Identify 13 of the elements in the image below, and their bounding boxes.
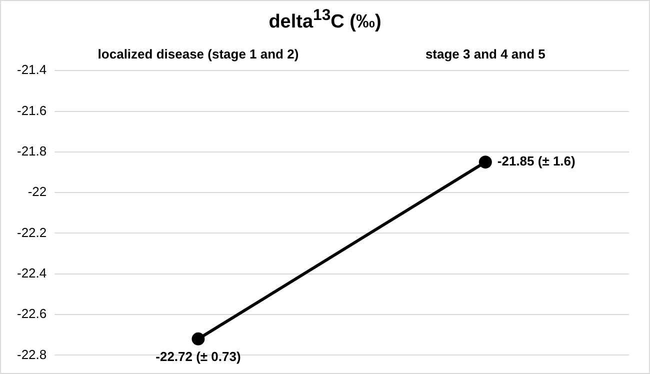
y-tick-label: -22.6 [16,306,47,322]
x-tick-label: localized disease (stage 1 and 2) [98,46,299,62]
y-tick-label: -22.2 [16,224,47,240]
y-tick-label: -22.8 [16,346,47,362]
y-tick-label: -22 [28,184,47,200]
data-label: -22.72 (± 0.73) [156,349,241,364]
data-label: -21.85 (± 1.6) [497,154,576,169]
y-tick-label: -21.4 [16,62,47,78]
y-tick-label: -22.4 [16,265,47,280]
chart-title: delta$^{13}$C (‰) [268,7,382,34]
x-tick-label: stage 3 and 4 and 5 [425,46,546,62]
y-tick-label: -21.8 [16,143,47,158]
y-tick-label: -21.6 [16,102,47,118]
